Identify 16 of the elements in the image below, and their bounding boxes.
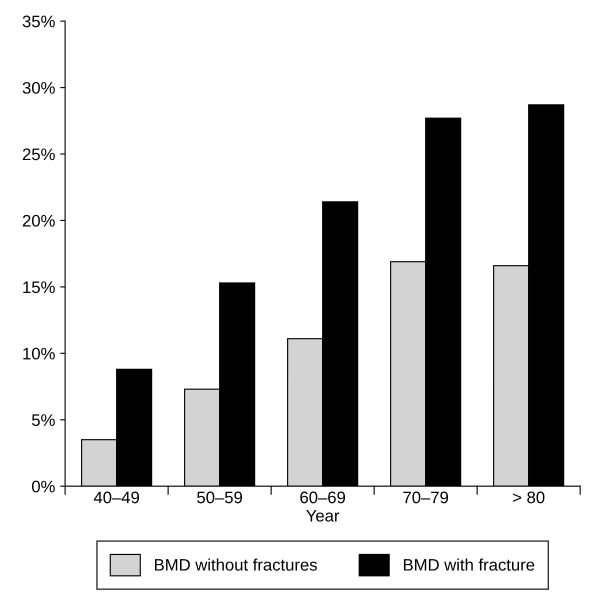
y-tick-label: 25% (22, 148, 55, 160)
y-tick-label: 5% (32, 414, 55, 426)
y-tick-label: 0% (32, 480, 55, 492)
y-tick-label: 15% (23, 281, 55, 294)
y-tick-label: 10% (23, 348, 55, 360)
x-tick-label: > 80 (513, 492, 544, 504)
legend-label: BMD with fracture (404, 558, 534, 571)
y-tick-label: 30% (22, 82, 55, 94)
x-axis-title: Year (306, 510, 340, 522)
x-tick-label: 50–59 (197, 492, 242, 504)
x-tick-label: 70–79 (403, 492, 448, 504)
y-tick-label: 20% (22, 214, 55, 227)
y-tick-label: 35% (22, 16, 55, 28)
x-tick-label: 60–69 (300, 492, 346, 504)
legend-label: BMD without fractures (154, 558, 317, 571)
x-tick-label: 40–49 (94, 492, 140, 504)
